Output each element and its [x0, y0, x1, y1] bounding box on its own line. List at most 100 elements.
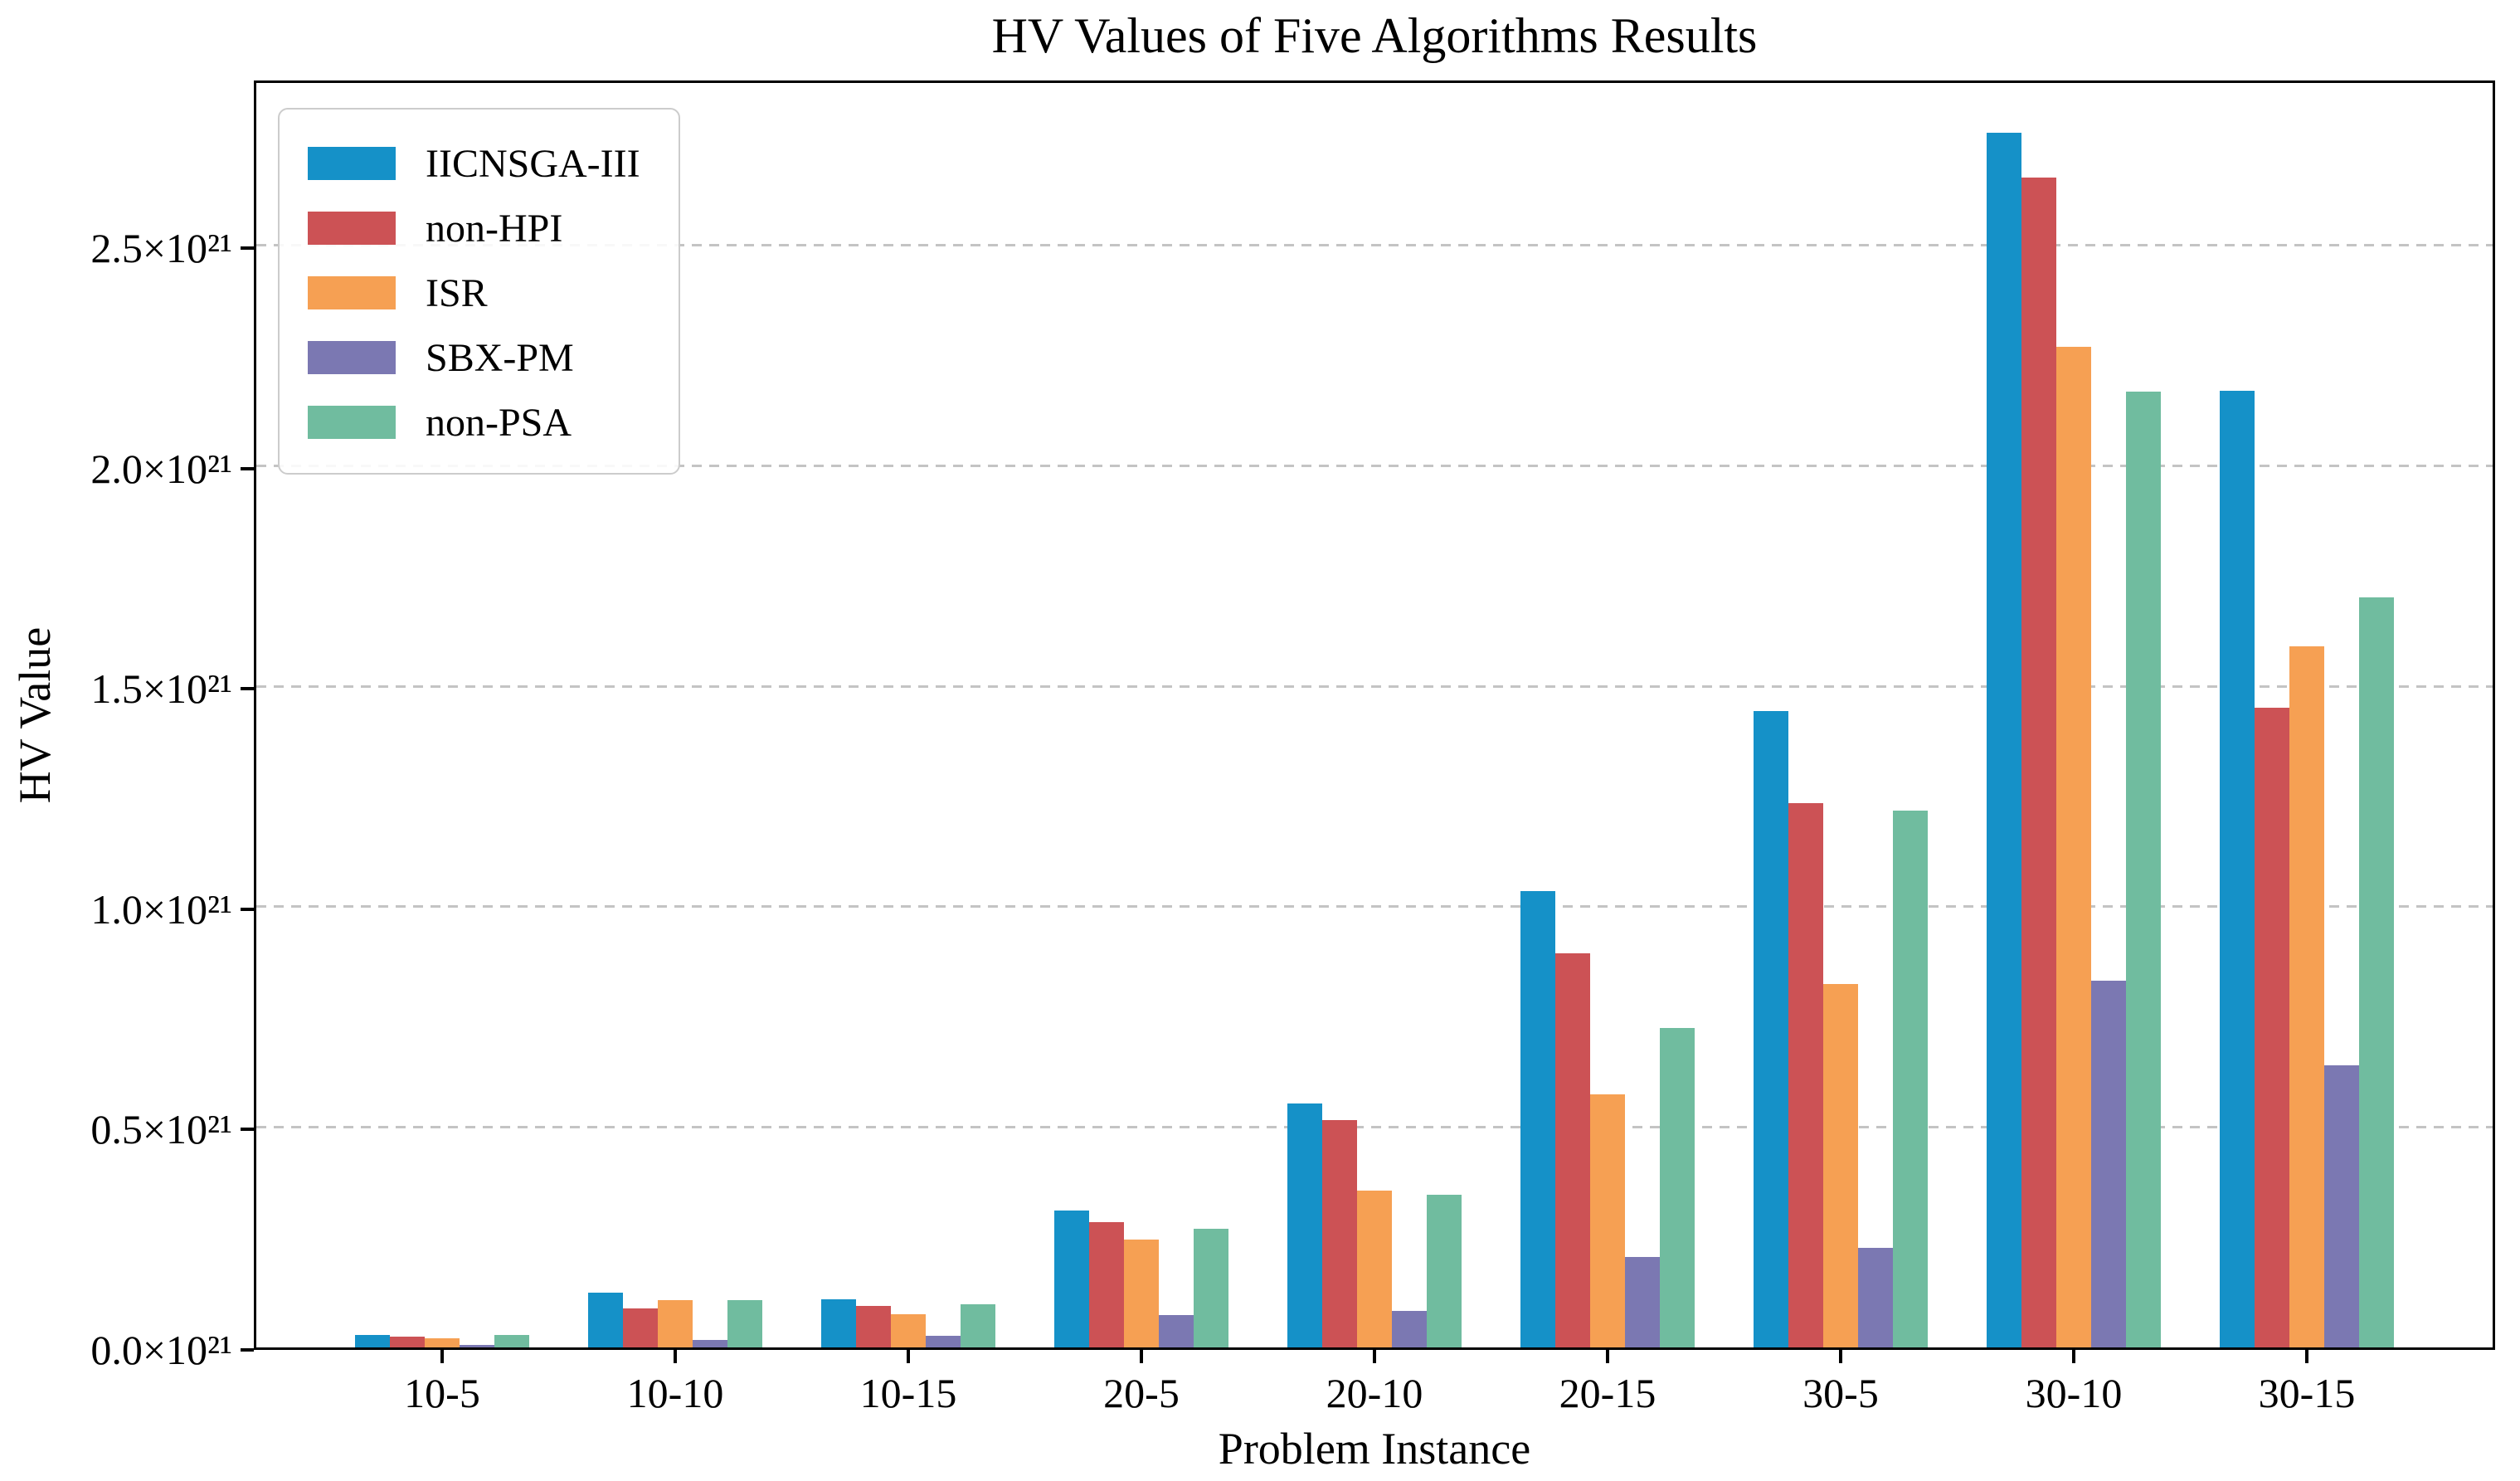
bar-SBX-PM-20-10 — [1392, 1311, 1427, 1347]
gridline-2.5 — [256, 244, 2493, 247]
bar-ISR-20-15 — [1590, 1094, 1625, 1347]
x-tick-label: 10-10 — [626, 1370, 724, 1416]
legend-label: ISR — [426, 270, 488, 315]
y-tick-label: 0.0×10²¹ — [90, 1327, 232, 1373]
bar-SBX-PM-10-5 — [460, 1345, 494, 1347]
y-tick-mark-2 — [241, 466, 254, 470]
bar-IICNSGA-III-10-15 — [821, 1299, 856, 1347]
y-tick-mark-2.5 — [241, 246, 254, 250]
bar-group-30-15 — [2220, 391, 2394, 1347]
y-axis-label: HV Value — [10, 626, 60, 804]
bar-ISR-10-10 — [658, 1300, 693, 1347]
bar-non-HPI-20-5 — [1089, 1222, 1124, 1347]
legend-item-non-PSA: non-PSA — [308, 390, 640, 455]
bar-non-HPI-10-5 — [390, 1337, 425, 1347]
bar-IICNSGA-III-10-10 — [588, 1293, 623, 1347]
bar-non-PSA-20-10 — [1427, 1195, 1462, 1347]
bar-group-30-5 — [1754, 711, 1928, 1347]
bar-ISR-30-10 — [2056, 347, 2091, 1347]
y-tick-label: 0.5×10²¹ — [90, 1106, 232, 1153]
x-tick-label: 30-5 — [1802, 1370, 1879, 1416]
bar-SBX-PM-10-10 — [693, 1340, 727, 1347]
x-tick-mark-30-10 — [2072, 1350, 2075, 1363]
bar-non-PSA-10-5 — [494, 1335, 529, 1347]
bar-SBX-PM-20-5 — [1159, 1315, 1194, 1347]
bar-non-HPI-10-10 — [623, 1308, 658, 1347]
gridline-1 — [256, 905, 2493, 909]
x-tick-label: 20-10 — [1326, 1370, 1423, 1416]
x-tick-label: 30-10 — [2025, 1370, 2123, 1416]
bar-group-30-10 — [1987, 133, 2161, 1347]
x-tick-mark-10-10 — [674, 1350, 677, 1363]
x-tick-mark-20-5 — [1140, 1350, 1143, 1363]
legend-label: IICNSGA-III — [426, 141, 640, 186]
gridline-1.5 — [256, 684, 2493, 688]
bar-non-HPI-20-10 — [1322, 1120, 1357, 1347]
bar-IICNSGA-III-30-10 — [1987, 133, 2021, 1347]
legend-swatch-ISR — [308, 276, 396, 309]
legend-item-SBX-PM: SBX-PM — [308, 325, 640, 390]
bar-IICNSGA-III-20-10 — [1287, 1103, 1322, 1347]
bar-SBX-PM-30-5 — [1858, 1248, 1893, 1347]
bar-SBX-PM-20-15 — [1625, 1257, 1660, 1347]
bar-ISR-30-5 — [1823, 984, 1858, 1347]
x-tick-mark-10-15 — [907, 1350, 910, 1363]
legend-swatch-IICNSGA-III — [308, 147, 396, 180]
y-tick-label: 2.0×10²¹ — [90, 445, 232, 492]
y-tick-mark-0.5 — [241, 1128, 254, 1132]
bar-group-10-5 — [355, 1335, 529, 1347]
x-tick-mark-30-5 — [1839, 1350, 1842, 1363]
chart-title: HV Values of Five Algorithms Results — [991, 8, 1758, 63]
x-tick-label: 30-15 — [2258, 1370, 2356, 1416]
legend-label: SBX-PM — [426, 335, 574, 380]
bar-non-PSA-10-10 — [727, 1300, 762, 1347]
legend-swatch-non-HPI — [308, 212, 396, 245]
bar-non-PSA-30-10 — [2126, 392, 2161, 1347]
bar-non-PSA-30-15 — [2359, 597, 2394, 1347]
y-tick-label: 1.5×10²¹ — [90, 665, 232, 713]
bar-group-20-5 — [1054, 1211, 1228, 1347]
bar-SBX-PM-10-15 — [926, 1336, 961, 1347]
bar-IICNSGA-III-10-5 — [355, 1335, 390, 1347]
legend-item-non-HPI: non-HPI — [308, 196, 640, 261]
bar-non-HPI-20-15 — [1555, 953, 1590, 1347]
bar-group-10-10 — [588, 1293, 762, 1347]
bar-ISR-10-15 — [891, 1314, 926, 1347]
bar-IICNSGA-III-20-15 — [1520, 891, 1555, 1347]
bar-non-HPI-30-10 — [2021, 178, 2056, 1347]
bar-group-20-10 — [1287, 1103, 1462, 1347]
bar-group-20-15 — [1520, 891, 1695, 1347]
gridline-2 — [256, 465, 2493, 467]
legend-swatch-non-PSA — [308, 406, 396, 439]
y-tick-mark-1.5 — [241, 687, 254, 691]
bar-ISR-30-15 — [2289, 646, 2324, 1347]
x-tick-mark-20-10 — [1373, 1350, 1376, 1363]
legend-item-IICNSGA-III: IICNSGA-III — [308, 131, 640, 196]
legend: IICNSGA-III non-HPI ISR SBX-PM non-PSA — [278, 108, 680, 475]
legend-item-ISR: ISR — [308, 261, 640, 325]
bar-non-HPI-30-5 — [1788, 803, 1823, 1347]
legend-label: non-HPI — [426, 206, 563, 251]
gridline-0.5 — [256, 1125, 2493, 1128]
x-tick-mark-30-15 — [2305, 1350, 2308, 1363]
bar-non-PSA-10-15 — [961, 1304, 995, 1347]
bar-non-HPI-30-15 — [2255, 708, 2289, 1347]
bar-IICNSGA-III-20-5 — [1054, 1211, 1089, 1347]
bar-ISR-20-10 — [1357, 1191, 1392, 1347]
x-tick-label: 20-5 — [1103, 1370, 1180, 1416]
bar-ISR-20-5 — [1124, 1240, 1159, 1347]
plot-area: IICNSGA-III non-HPI ISR SBX-PM non-PSA — [254, 80, 2495, 1350]
bar-non-PSA-30-5 — [1893, 811, 1928, 1347]
y-tick-label: 2.5×10²¹ — [90, 224, 232, 271]
bar-group-10-15 — [821, 1299, 995, 1347]
x-tick-mark-10-5 — [440, 1350, 444, 1363]
bar-non-PSA-20-15 — [1660, 1028, 1695, 1347]
bar-SBX-PM-30-15 — [2324, 1065, 2359, 1347]
x-tick-label: 10-5 — [404, 1370, 480, 1416]
x-tick-mark-20-15 — [1606, 1350, 1609, 1363]
bar-IICNSGA-III-30-5 — [1754, 711, 1788, 1347]
legend-swatch-SBX-PM — [308, 341, 396, 374]
bar-IICNSGA-III-30-15 — [2220, 391, 2255, 1347]
bar-SBX-PM-30-10 — [2091, 981, 2126, 1347]
